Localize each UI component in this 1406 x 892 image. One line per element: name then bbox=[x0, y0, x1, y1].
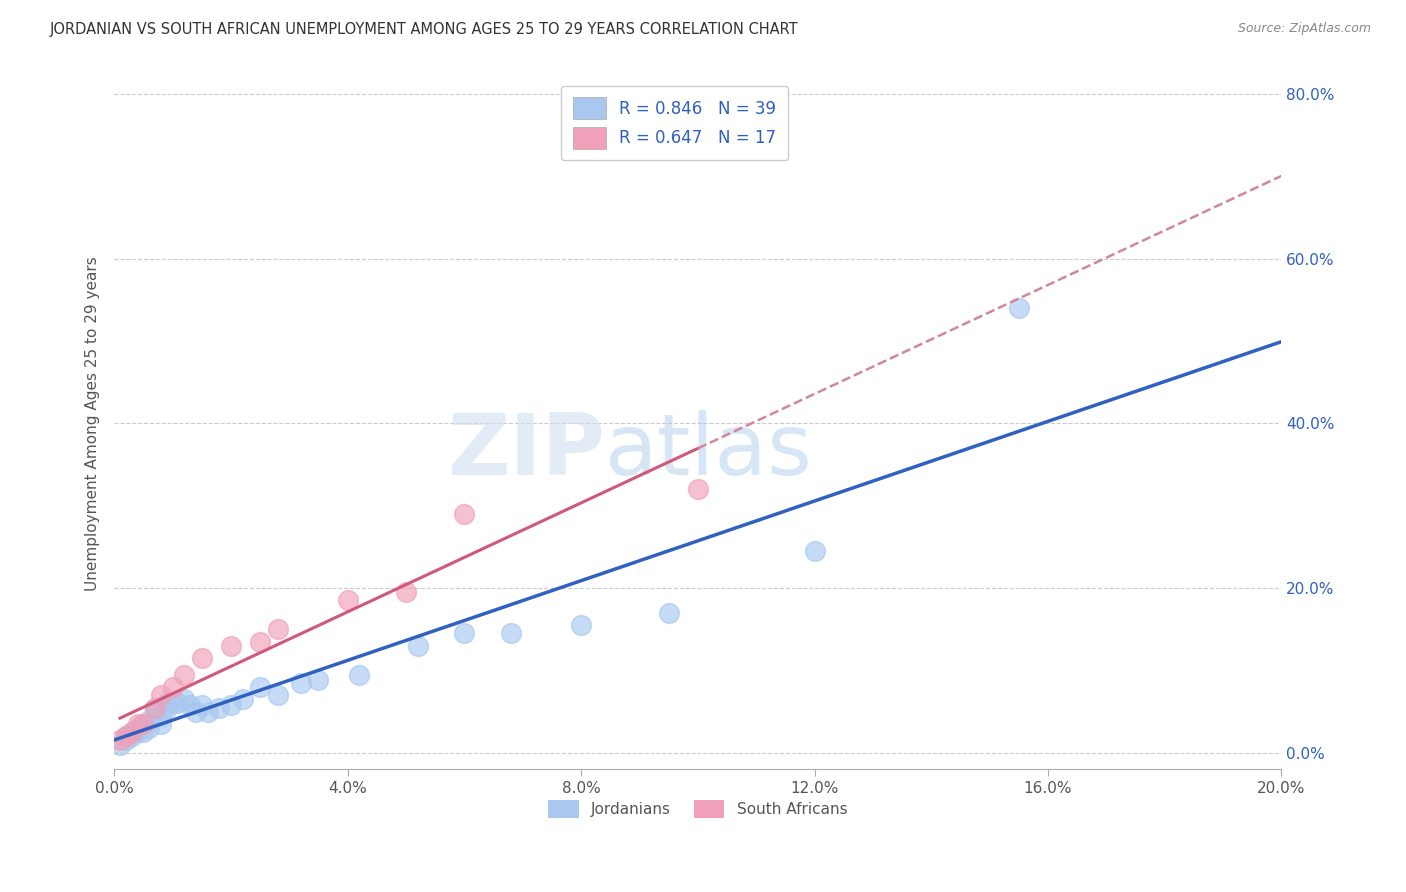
Point bbox=[349, 667, 371, 681]
Point bbox=[132, 717, 155, 731]
Point bbox=[249, 680, 271, 694]
Point bbox=[149, 708, 172, 723]
Point bbox=[197, 705, 219, 719]
Y-axis label: Unemployment Among Ages 25 to 29 years: Unemployment Among Ages 25 to 29 years bbox=[86, 256, 100, 591]
Point bbox=[249, 634, 271, 648]
Point bbox=[190, 651, 212, 665]
Text: Source: ZipAtlas.com: Source: ZipAtlas.com bbox=[1237, 22, 1371, 36]
Point bbox=[453, 507, 475, 521]
Point bbox=[219, 698, 242, 712]
Point bbox=[108, 733, 131, 747]
Point bbox=[499, 626, 522, 640]
Point bbox=[184, 705, 207, 719]
Point bbox=[167, 697, 190, 711]
Point bbox=[143, 700, 166, 714]
Point bbox=[208, 700, 231, 714]
Point bbox=[232, 692, 254, 706]
Point bbox=[127, 725, 149, 739]
Point bbox=[173, 692, 195, 706]
Text: ZIP: ZIP bbox=[447, 409, 605, 492]
Point bbox=[108, 738, 131, 752]
Point bbox=[162, 680, 184, 694]
Point bbox=[156, 697, 179, 711]
Point bbox=[290, 675, 312, 690]
Point bbox=[138, 713, 160, 727]
Point bbox=[1008, 301, 1031, 315]
Point bbox=[307, 673, 329, 688]
Point bbox=[453, 626, 475, 640]
Point bbox=[658, 606, 681, 620]
Point bbox=[266, 688, 288, 702]
Point bbox=[336, 593, 359, 607]
Point bbox=[115, 730, 138, 744]
Text: JORDANIAN VS SOUTH AFRICAN UNEMPLOYMENT AMONG AGES 25 TO 29 YEARS CORRELATION CH: JORDANIAN VS SOUTH AFRICAN UNEMPLOYMENT … bbox=[49, 22, 797, 37]
Point bbox=[803, 544, 825, 558]
Point bbox=[219, 639, 242, 653]
Point bbox=[149, 688, 172, 702]
Point bbox=[173, 667, 195, 681]
Point bbox=[121, 725, 143, 739]
Point bbox=[143, 700, 166, 714]
Point bbox=[686, 483, 709, 497]
Point bbox=[190, 698, 212, 712]
Point bbox=[266, 622, 288, 636]
Point bbox=[127, 717, 149, 731]
Point bbox=[162, 697, 184, 711]
Point bbox=[138, 721, 160, 735]
Point bbox=[127, 721, 149, 735]
Point bbox=[121, 730, 143, 744]
Legend: Jordanians, South Africans: Jordanians, South Africans bbox=[543, 794, 853, 824]
Text: atlas: atlas bbox=[605, 409, 813, 492]
Point bbox=[132, 725, 155, 739]
Point bbox=[115, 733, 138, 747]
Point bbox=[121, 725, 143, 739]
Point bbox=[132, 717, 155, 731]
Point bbox=[115, 730, 138, 744]
Point bbox=[143, 705, 166, 719]
Point bbox=[406, 639, 429, 653]
Point bbox=[179, 698, 201, 712]
Point bbox=[569, 618, 592, 632]
Point bbox=[156, 700, 179, 714]
Point bbox=[149, 717, 172, 731]
Point bbox=[395, 585, 418, 599]
